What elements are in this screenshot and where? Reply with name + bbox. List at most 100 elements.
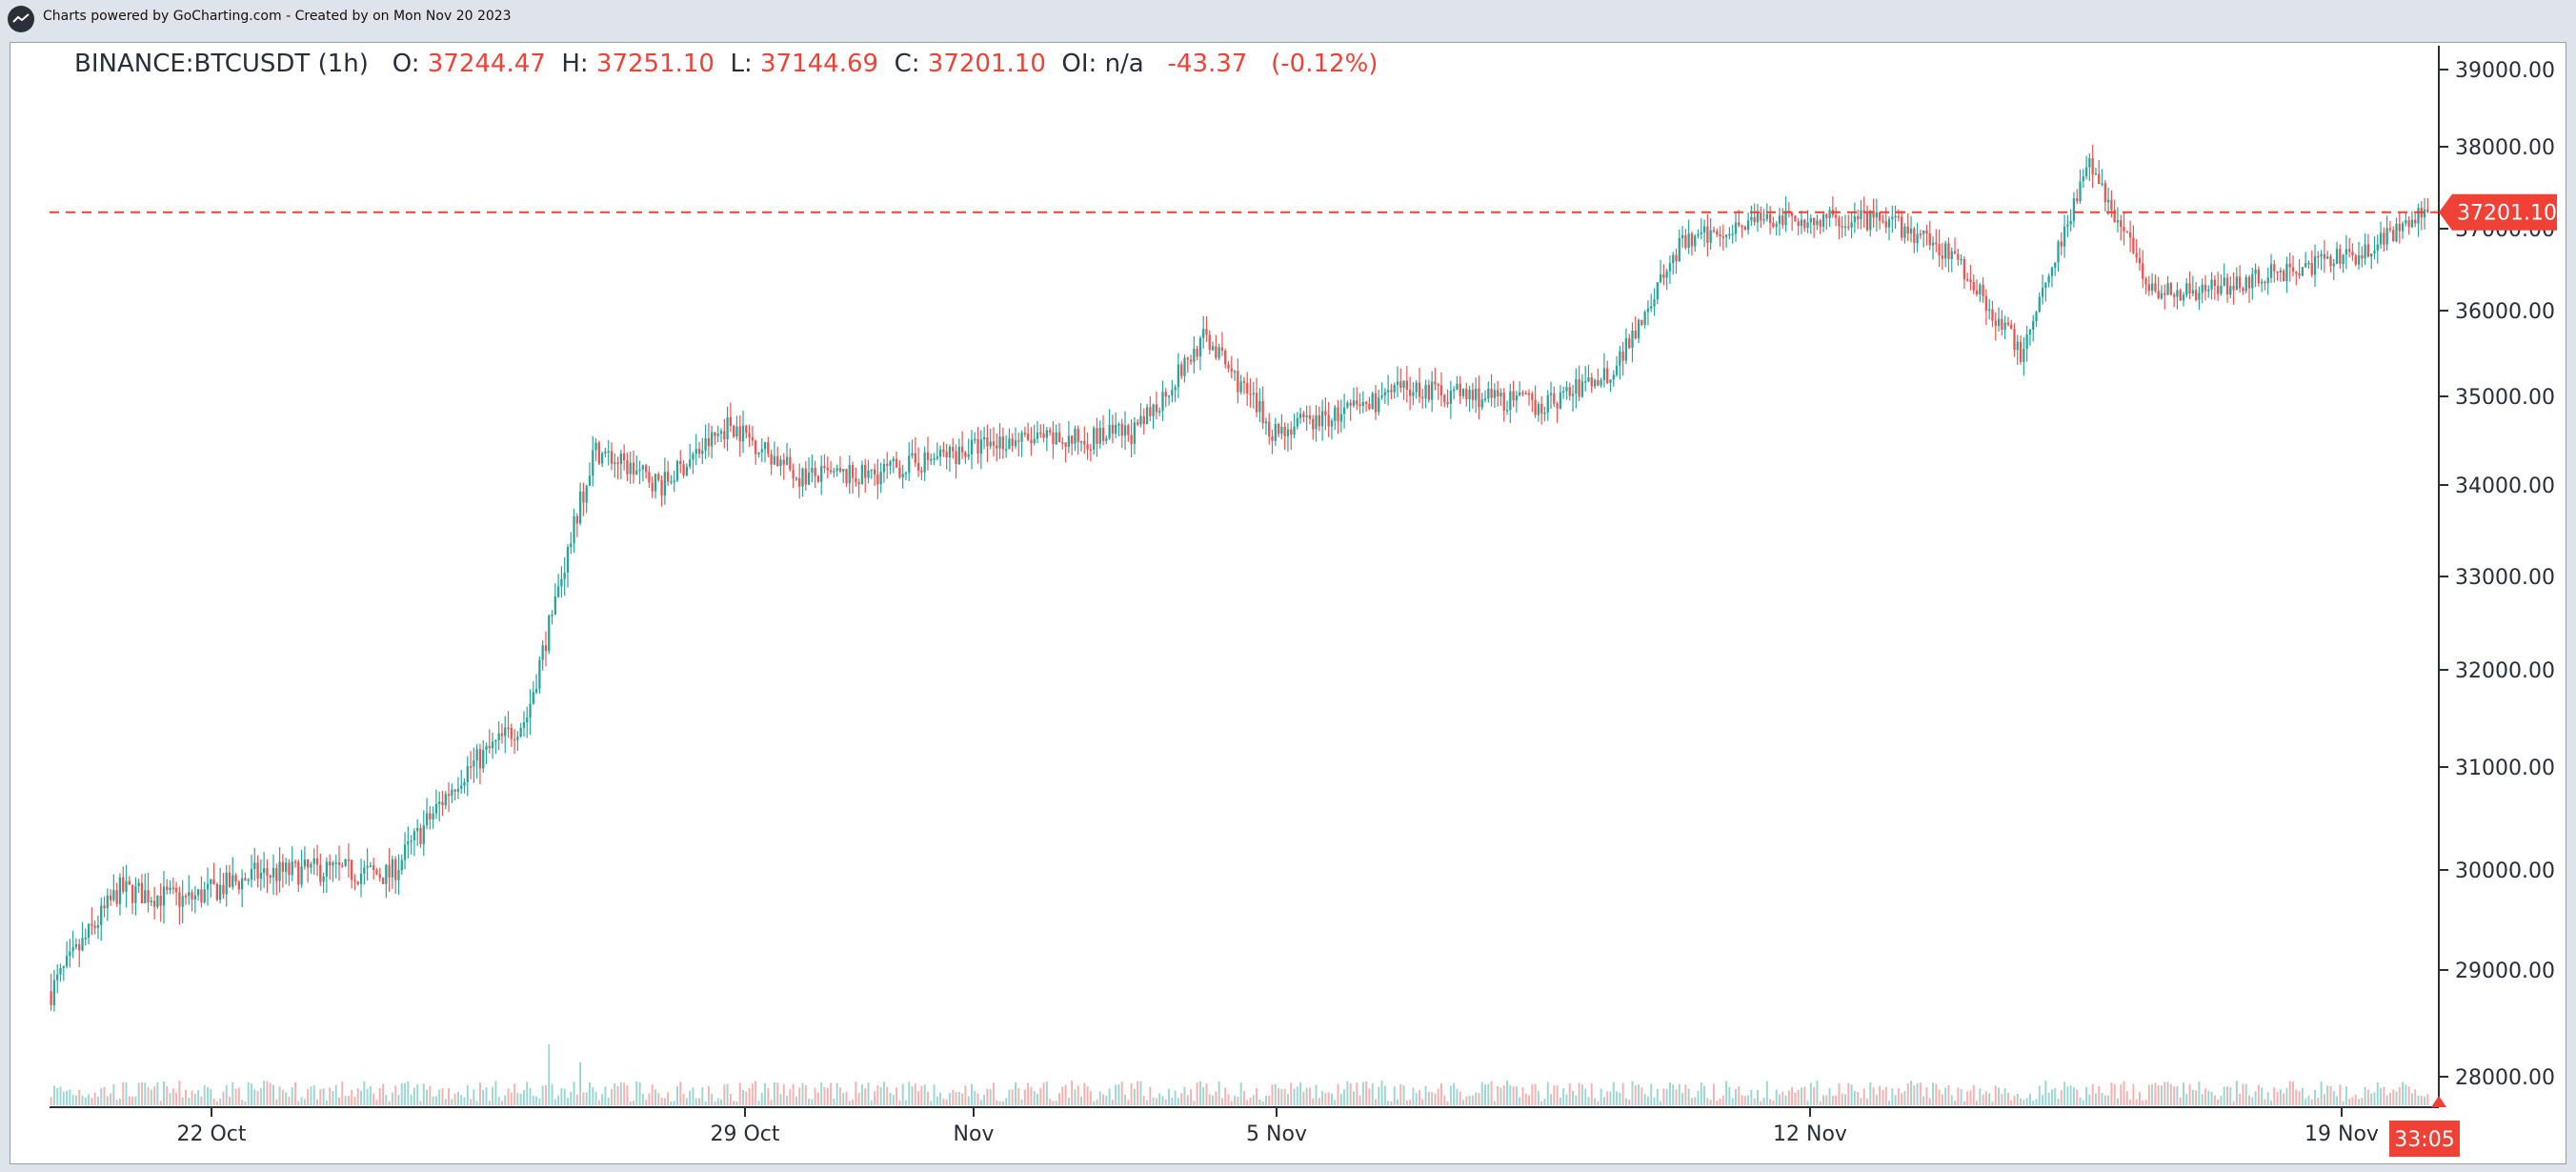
candle-body <box>460 785 463 789</box>
candle-body <box>814 468 816 476</box>
volume-bar <box>519 1093 522 1105</box>
volume-bar <box>2057 1099 2060 1105</box>
volume-bar <box>147 1087 150 1105</box>
volume-bar <box>1662 1088 1665 1105</box>
candle-body <box>2216 286 2220 294</box>
volume-bar <box>2094 1093 2097 1105</box>
candle-body <box>2091 158 2094 175</box>
volume-bar <box>1922 1096 1925 1105</box>
volume-bar <box>2332 1090 2335 1105</box>
candle-body <box>556 586 560 597</box>
candle-body <box>798 477 801 487</box>
candle-body <box>773 455 776 465</box>
volume-bar <box>388 1101 391 1105</box>
candle-body <box>432 813 434 820</box>
candle-body <box>936 456 938 459</box>
chart-frame[interactable] <box>10 42 2566 1164</box>
candle-body <box>1702 226 1706 232</box>
volume-bar <box>1575 1095 1578 1105</box>
candle-body <box>303 859 307 867</box>
candle-body <box>1368 404 1371 410</box>
volume-bar <box>1296 1086 1298 1105</box>
candle-body <box>873 469 876 475</box>
volume-bar <box>1897 1088 1900 1105</box>
volume-bar <box>1716 1101 1719 1105</box>
candle-body <box>74 944 78 947</box>
change-percent: (-0.12%) <box>1271 50 1379 78</box>
volume-bar <box>830 1082 833 1105</box>
volume-bar <box>150 1089 152 1105</box>
volume-bar <box>432 1096 434 1105</box>
volume-bar <box>369 1086 372 1105</box>
volume-bar <box>338 1097 341 1105</box>
candle-body <box>2395 223 2398 242</box>
volume-bar <box>1230 1101 1233 1105</box>
volume-bar <box>470 1099 473 1105</box>
candle-body <box>466 766 469 782</box>
candle-body <box>1602 368 1606 380</box>
candle-body <box>1741 225 1743 227</box>
candle-body <box>422 825 425 844</box>
candle-body <box>2204 284 2207 292</box>
volume-bar <box>2163 1081 2166 1105</box>
volume-bar <box>1001 1101 1004 1105</box>
volume-bar <box>1587 1097 1590 1105</box>
candle-body <box>447 794 451 797</box>
volume-bar <box>835 1082 838 1105</box>
candle-body <box>2072 198 2076 221</box>
volume-bar <box>1011 1089 1014 1105</box>
volume-bar <box>2088 1094 2091 1105</box>
volume-bar <box>2157 1084 2160 1105</box>
candle-body <box>1794 215 1797 222</box>
volume-bar <box>1042 1082 1045 1105</box>
candle-body <box>723 431 726 439</box>
volume-bar <box>1196 1082 1198 1105</box>
volume-bar <box>2013 1095 2016 1105</box>
volume-bar <box>1580 1084 1583 1105</box>
volume-bar <box>1791 1086 1794 1105</box>
volume-bar <box>234 1088 237 1105</box>
volume-bar <box>1844 1094 1846 1105</box>
volume-bar <box>422 1083 425 1105</box>
volume-bar <box>1015 1081 1016 1105</box>
candle-body <box>1656 282 1659 300</box>
volume-bar <box>1361 1081 1364 1105</box>
volume-bar <box>1913 1085 1916 1105</box>
change-value: -43.37 <box>1167 50 1248 78</box>
candle-body <box>1437 384 1439 386</box>
volume-bar <box>2339 1084 2342 1105</box>
candle-body <box>366 865 369 868</box>
candle-body <box>689 459 692 467</box>
volume-bar <box>1619 1092 1621 1105</box>
open-label: O: <box>392 50 420 78</box>
candle-body <box>1678 237 1680 262</box>
volume-bar <box>2147 1084 2150 1105</box>
volume-bar <box>2098 1085 2101 1105</box>
candle-body <box>319 864 322 882</box>
volume-bar <box>964 1085 967 1105</box>
volume-bar <box>1910 1081 1913 1105</box>
candle-body <box>1619 351 1621 366</box>
volume-bar <box>2113 1083 2116 1105</box>
volume-bar <box>1096 1099 1098 1105</box>
volume-bar <box>1415 1093 1418 1105</box>
volume-bar <box>1224 1087 1227 1105</box>
candle-body <box>1471 390 1475 400</box>
volume-bar <box>748 1087 751 1105</box>
candle-body <box>1249 393 1252 395</box>
volume-bar <box>1497 1085 1499 1105</box>
volume-bar <box>466 1084 469 1105</box>
candle-body <box>1668 263 1672 272</box>
candle-body <box>166 886 169 891</box>
candle-body <box>2082 176 2084 182</box>
candle-body <box>2269 264 2273 278</box>
volume-bar <box>206 1087 209 1105</box>
candle-body <box>115 890 118 904</box>
candle-body <box>1352 400 1356 406</box>
candle-body <box>1743 226 1746 231</box>
volume-bar <box>667 1092 670 1105</box>
candle-body <box>1834 214 1838 218</box>
volume-bar <box>808 1099 811 1105</box>
volume-bar <box>62 1091 65 1105</box>
